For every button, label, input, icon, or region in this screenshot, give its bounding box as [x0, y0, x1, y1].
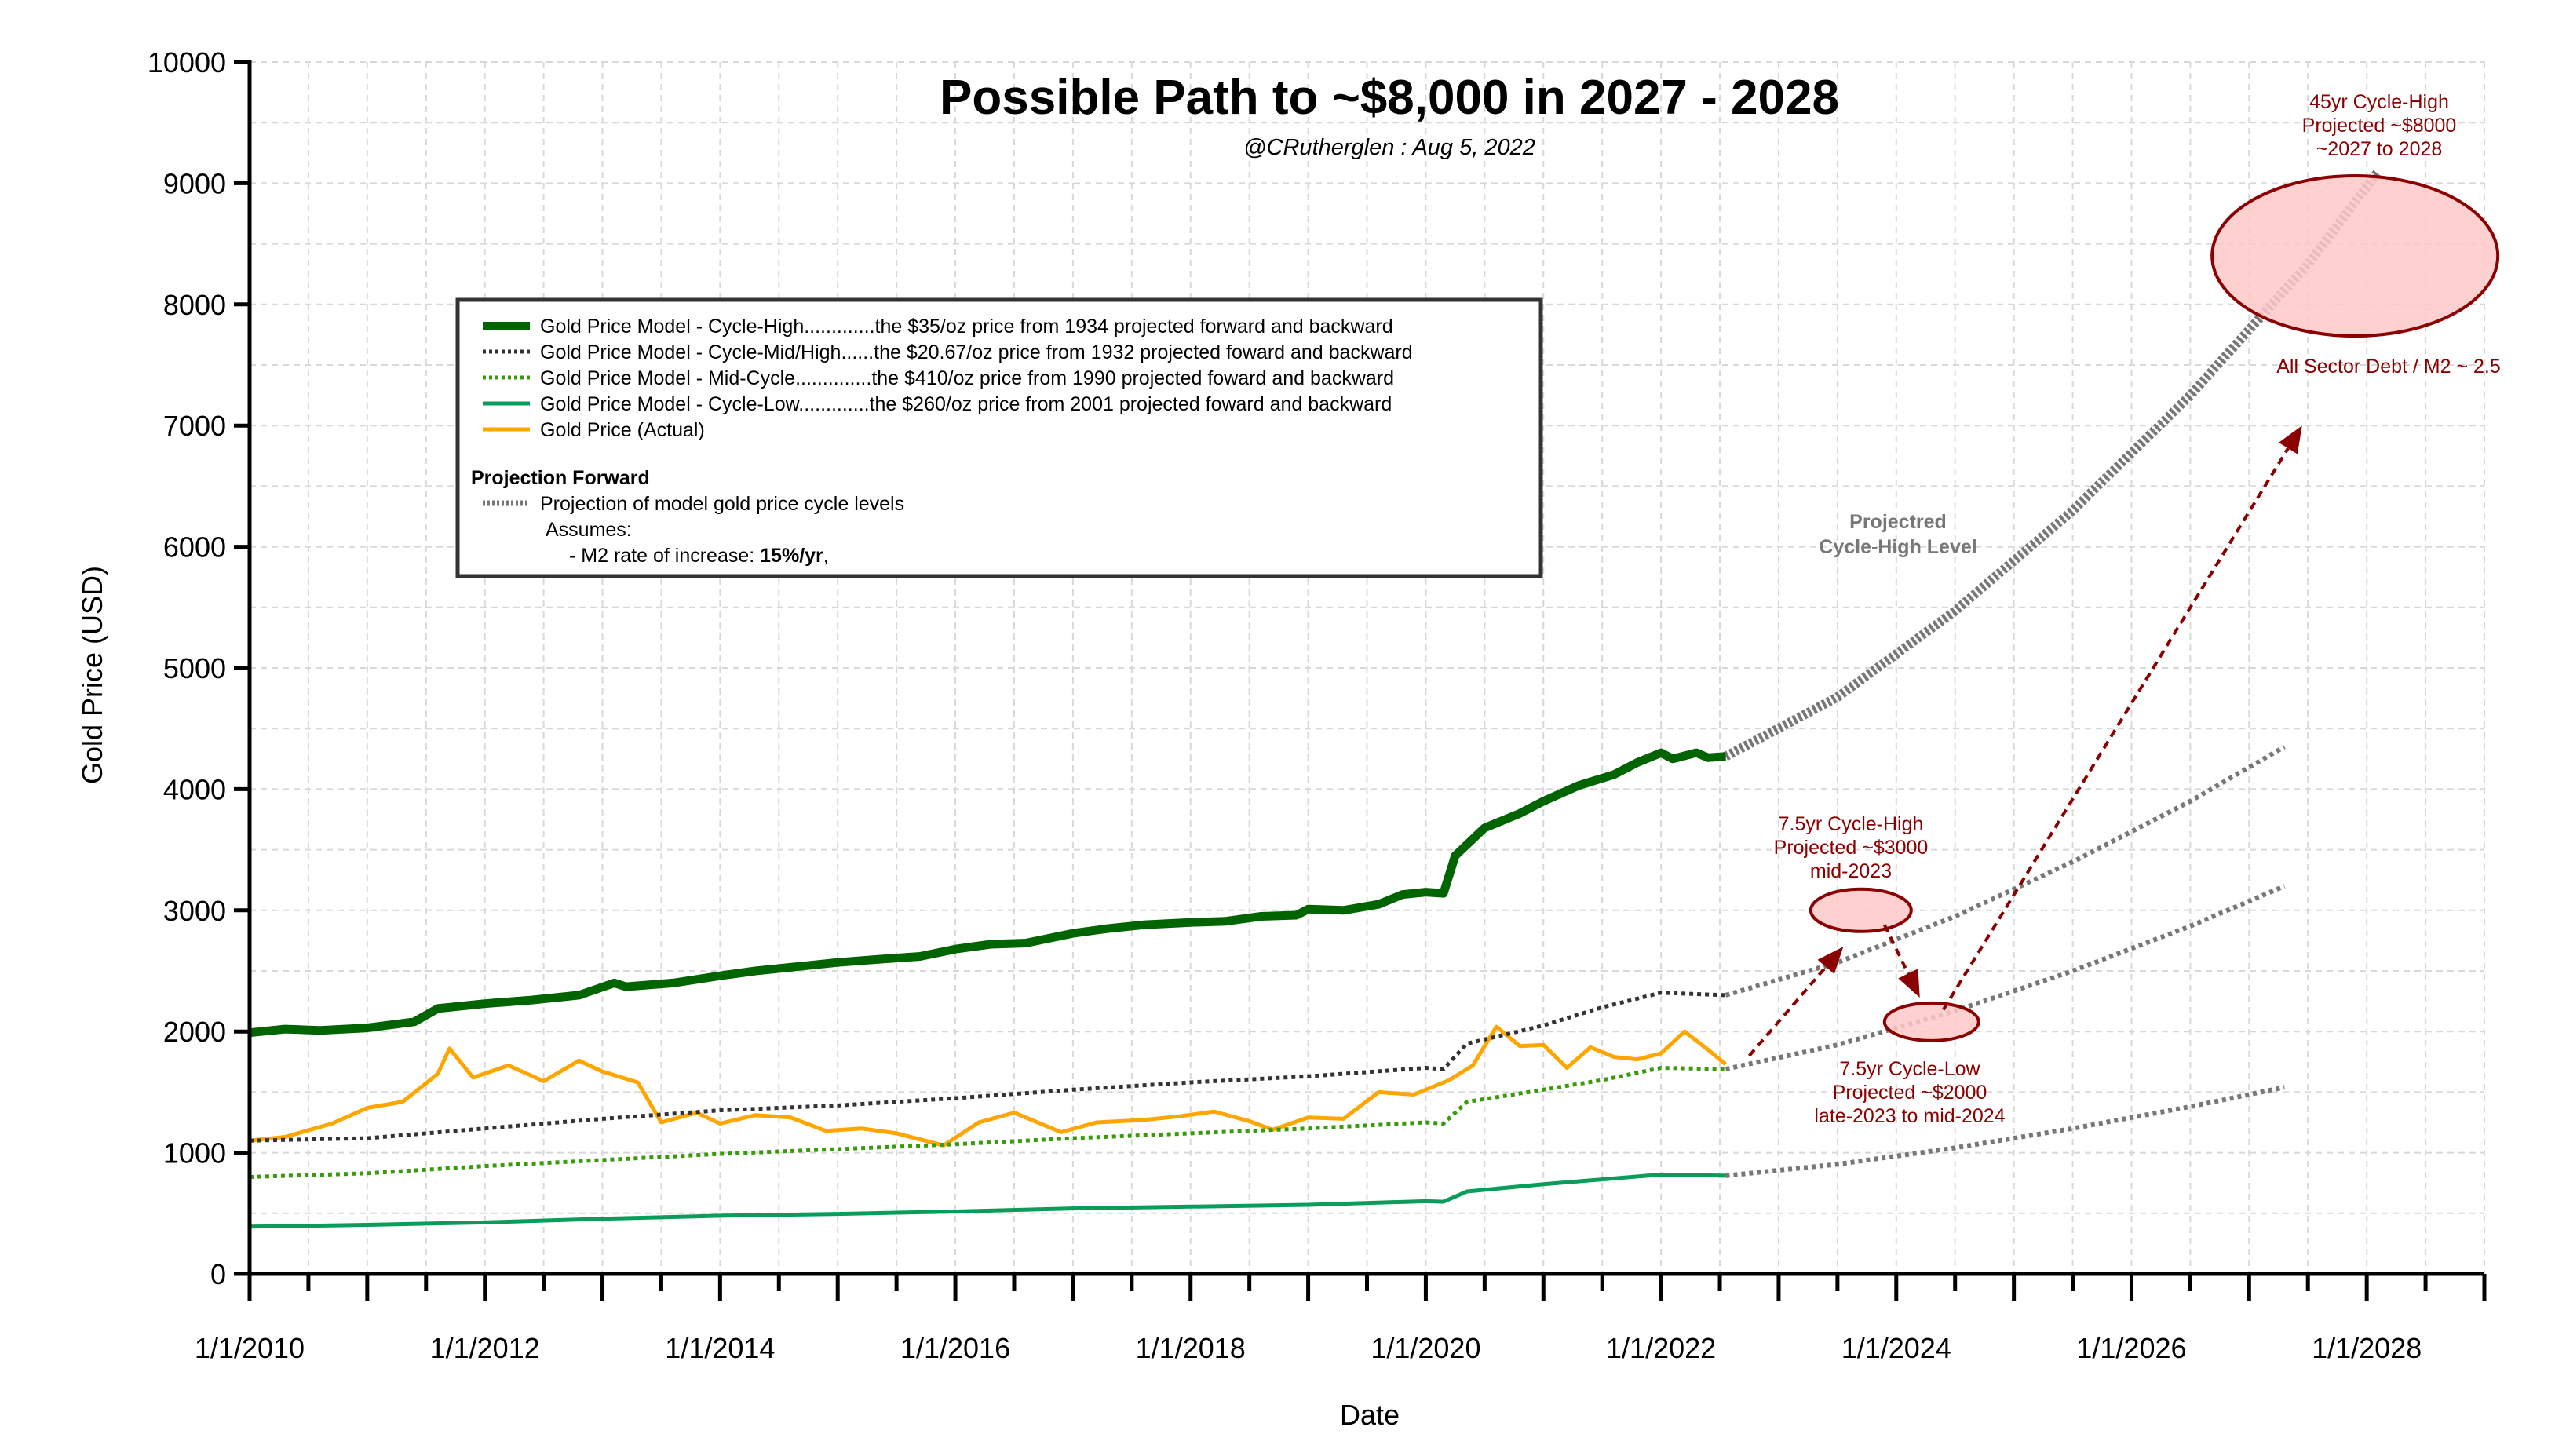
x-tick-label: 1/1/2028: [2312, 1332, 2422, 1364]
projection-line: [1723, 168, 2382, 761]
arrow-head: [2279, 425, 2302, 454]
arrow-shaft: [1942, 447, 2290, 1011]
y-tick-label: 6000: [163, 531, 226, 564]
y-tick-label: 3000: [163, 895, 226, 927]
y-tick-label: 7000: [163, 410, 226, 442]
legend-m2-prefix: - M2 rate of increase:: [569, 545, 760, 567]
y-tick-label: 2000: [163, 1016, 226, 1048]
legend-box: [455, 297, 1543, 578]
big-high-line2: Projected ~$8000: [2302, 115, 2457, 137]
annotation-layer: [1747, 174, 2500, 1057]
legend-entries: Gold Price Model - Cycle-High...........…: [483, 316, 1413, 441]
y-tick-label: 8000: [163, 289, 226, 321]
legend-label: Gold Price Model - Mid-Cycle............…: [540, 367, 1394, 389]
x-axis-label: Date: [1340, 1399, 1400, 1431]
low-line3: late-2023 to mid-2024: [1814, 1105, 2005, 1127]
projection-line: [1725, 1085, 2285, 1178]
big-high-ellipse: [2210, 174, 2500, 338]
series-line: [249, 1066, 1726, 1179]
x-tick-label: 1/1/2020: [1371, 1332, 1480, 1364]
series-line: [249, 991, 1726, 1143]
annotation-texts: Projectred Cycle-High Level 45yr Cycle-H…: [1774, 91, 2501, 1127]
x-tick-label: 1/1/2014: [665, 1332, 775, 1364]
projected-level-label-line2: Cycle-High Level: [1819, 536, 1976, 558]
y-tick-label: 10000: [148, 46, 226, 78]
series-line: [249, 748, 1726, 1038]
big-high-line1: 45yr Cycle-High: [2309, 91, 2449, 113]
y-tick-label: 1000: [163, 1137, 226, 1170]
big-high-note: All Sector Debt / M2 ~ 2.5: [2276, 356, 2501, 378]
x-tick-label: 1/1/2024: [1841, 1332, 1951, 1364]
legend-label-projection: Projection of model gold price cycle lev…: [540, 493, 904, 515]
legend-label: Gold Price Model - Cycle-High...........…: [540, 316, 1393, 338]
mid-high-ellipse: [1809, 887, 1913, 933]
x-tick-label: 1/1/2016: [900, 1332, 1010, 1364]
mid-high-line2: Projected ~$3000: [1774, 837, 1929, 859]
arrow-head: [1898, 969, 1920, 998]
series-line: [249, 1172, 1726, 1229]
axes: 0 1000 2000 3000 4000 5000 6000 7000 8000 9000 100…: [148, 46, 2487, 1364]
arrow-shaft: [1747, 965, 1827, 1057]
legend: Gold Price Model - Cycle-High...........…: [455, 297, 1543, 578]
chart-title: Possible Path to ~$8,000 in 2027 - 2028: [940, 71, 1839, 125]
legend-assumes: Assumes:: [546, 519, 632, 541]
series-layer: [249, 168, 2382, 1229]
projection-line: [1725, 884, 2286, 1072]
grid: [250, 61, 2485, 1274]
big-high-line3: ~2027 to 2028: [2316, 138, 2443, 160]
chart-subtitle: @CRutherglen : Aug 5, 2022: [1243, 135, 1535, 160]
arrow-head: [1817, 947, 1844, 975]
x-tick-label: 1/1/2012: [430, 1332, 540, 1364]
low-line2: Projected ~$2000: [1833, 1082, 1987, 1104]
legend-m2-rate: - M2 rate of increase: 15%/yr,: [569, 545, 829, 567]
legend-m2-value: 15%/yr: [760, 545, 823, 567]
y-tick-label: 9000: [163, 167, 226, 199]
legend-label: Gold Price (Actual): [540, 419, 705, 441]
series-line: [249, 1024, 1728, 1148]
arrow-shaft: [1883, 924, 1910, 975]
low-ellipse: [1882, 1001, 1980, 1042]
legend-label: Gold Price Model - Cycle-Low............…: [540, 393, 1392, 415]
y-tick-label: 4000: [163, 773, 226, 805]
projected-level-label-line1: Projectred: [1849, 511, 1947, 533]
mid-high-line1: 7.5yr Cycle-High: [1779, 813, 1924, 835]
x-tick-label: 1/1/2018: [1136, 1332, 1246, 1364]
mid-high-line3: mid-2023: [1810, 860, 1892, 882]
x-tick-label: 1/1/2022: [1606, 1332, 1716, 1364]
projection-line: [1725, 744, 2286, 998]
low-line1: 7.5yr Cycle-Low: [1839, 1058, 1980, 1080]
legend-section-title: Projection Forward: [471, 467, 650, 489]
y-tick-label: 0: [210, 1258, 226, 1290]
legend-m2-suffix: ,: [823, 545, 829, 567]
x-tick-label: 1/1/2026: [2076, 1332, 2186, 1364]
x-tick-label: 1/1/2010: [195, 1332, 305, 1364]
y-tick-label: 5000: [163, 652, 226, 684]
y-axis-label: Gold Price (USD): [76, 566, 108, 784]
legend-label: Gold Price Model - Cycle-Mid/High......t…: [540, 341, 1413, 363]
